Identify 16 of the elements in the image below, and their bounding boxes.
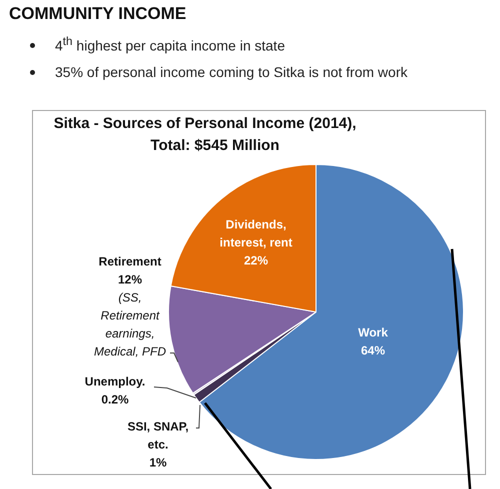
data-label: 0.2% [101,392,129,406]
text: COMMUNITY INCOME [9,4,186,24]
text: (SS, Retirement earnings, Medical, PFD [94,290,166,358]
text: 35% of personal income coming to Sitka is not from work [54,64,408,80]
text: 4$^{th}$ highest per capita income in state [54,35,285,54]
data-label: 64% [360,343,386,358]
slice-label: Dividends, interest, rent [220,217,292,250]
data-label: 22% [244,253,268,268]
slice-label: SSI, SNAP, etc. [127,419,189,452]
chart-subtitle: Total: $545 Million [150,137,280,154]
data-label: 1% [149,455,167,470]
data-label: 12% [118,272,142,286]
chart-title: Sitka - Sources of Personal Income (2014), [54,115,356,132]
slice-label: Work [358,325,388,340]
slice-label: Retirement [98,254,162,268]
slice-label: Unemploy. [84,374,146,388]
